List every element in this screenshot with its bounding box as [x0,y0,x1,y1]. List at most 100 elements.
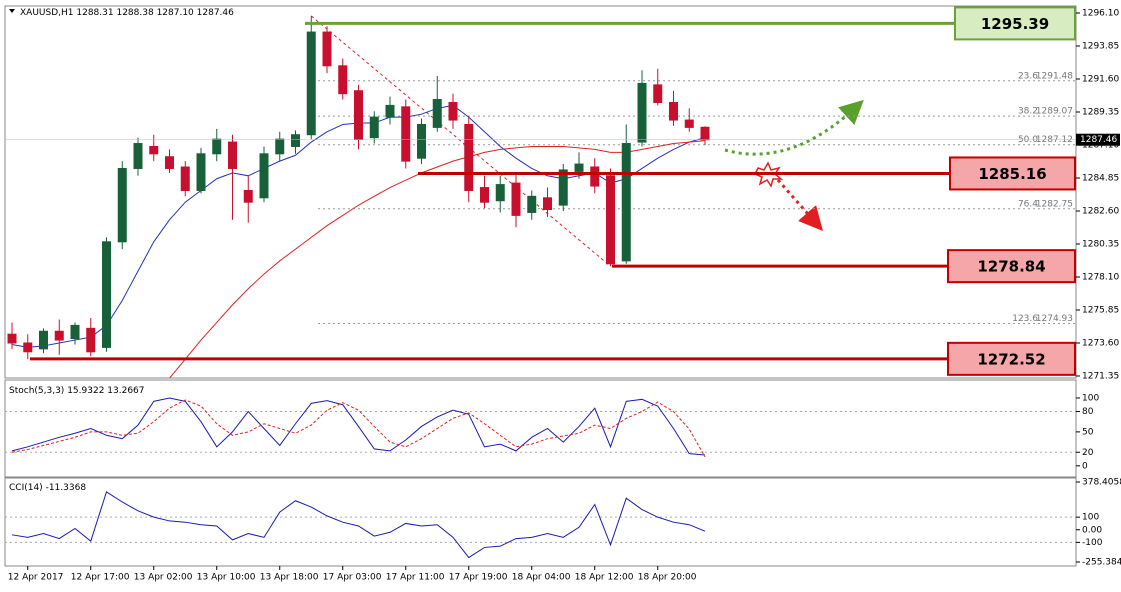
candle-body [338,65,348,95]
level-label: 1285.16 [978,165,1046,183]
y-tick-label: 1293.85 [1082,42,1119,52]
candle-body [212,138,222,155]
candle-body [291,134,300,147]
current-price-box [1076,133,1120,146]
x-tick-label: 13 Apr 10:00 [197,573,256,583]
symbol: XAUUSD,H1 [20,8,74,18]
y-tick-label: 50 [1082,427,1094,437]
candle-body [417,123,426,159]
x-tick-label: 17 Apr 19:00 [449,573,508,583]
fib-ratio: 76.4 [1018,199,1038,209]
candle-body [653,84,663,103]
candle-body [228,141,237,169]
fib-ratio: 38.2 [1018,107,1038,117]
level-box [949,156,1076,191]
bullish-arrow [724,99,864,156]
cci-value: -11.3368 [46,483,87,493]
indicator-line [11,491,706,559]
x-tick-label: 13 Apr 02:00 [134,573,193,583]
main-panel [4,5,1077,379]
menu-arrow [9,9,15,13]
y-tick-label: 378.4058 [1082,478,1121,488]
candle-body [165,156,174,169]
chart-header: XAUUSD,H1 1288.31 1288.38 1287.10 1287.4… [20,8,234,18]
stoch-header: Stoch(5,3,3) 15.9322 13.2667 [9,386,145,396]
level-label: 1278.84 [977,258,1045,276]
high-label: 1288.38 [116,8,153,18]
candle-body [637,82,647,143]
current-price-label: 1287.46 [1080,135,1117,145]
candle-body [448,101,458,121]
stoch-title: Stoch(5,3,3) [9,386,64,396]
close-label: 1287.46 [197,8,234,18]
y-tick-label: 100 [1082,393,1099,403]
x-tick-label: 18 Apr 20:00 [638,573,697,583]
moving-average [169,140,706,378]
candle-body [369,116,379,139]
y-tick-label: 1284.85 [1082,174,1119,184]
candle-body [621,143,631,262]
candle-body [39,330,48,350]
candle-body [117,167,127,243]
stoch-signal-value: 13.2667 [107,386,144,396]
y-tick-label: 20 [1082,448,1094,458]
x-tick-label: 18 Apr 04:00 [512,573,571,583]
indicator-line [11,399,706,458]
fib-price: 1291.48 [1036,71,1073,81]
x-tick-label: 18 Apr 12:00 [575,573,634,583]
candle-body [590,166,600,187]
candle-body [495,184,505,202]
y-tick-label: 1296.10 [1082,9,1119,19]
y-tick-label: 1291.60 [1082,75,1119,85]
candle-body [243,189,253,203]
y-tick-label: 1280.35 [1082,240,1119,250]
fib-price: 1289.07 [1036,107,1073,117]
candle-body [196,153,206,191]
y-tick-label: 1278.10 [1082,273,1119,283]
open-label: 1288.31 [76,8,113,18]
candle-body [275,138,285,155]
candle-body [322,31,332,67]
level-box [947,341,1076,376]
y-tick-label: 1273.60 [1082,339,1119,349]
candle-body [7,333,17,344]
candle-body [149,145,159,155]
candle-body [102,241,111,348]
y-tick-label: -255.3847 [1082,558,1121,568]
level-label: 1272.52 [977,350,1045,368]
candle-body [574,163,584,172]
candle-body [259,153,269,199]
candle-body [700,126,710,141]
candle-body [606,175,615,265]
candle-body [86,327,96,353]
fib-ratio: 123.6 [1012,314,1038,324]
candle-body [23,342,33,353]
candle-body [401,106,411,162]
candle-body [480,187,489,203]
y-tick-label: 0 [1082,461,1088,471]
candle-body [385,104,395,118]
level-box [947,249,1076,284]
candle-body [511,182,521,216]
fib-price: 1274.93 [1036,314,1073,324]
candle-body [558,169,568,206]
x-tick-label: 17 Apr 11:00 [386,573,445,583]
stoch-main-value: 15.9322 [67,386,104,396]
bearish-arrow [776,179,823,232]
candle-body [70,324,80,340]
x-tick-label: 13 Apr 18:00 [260,573,319,583]
y-tick-label: 0.00 [1082,525,1102,535]
y-tick-label: 1275.85 [1082,306,1119,316]
cci-header: CCI(14) -11.3368 [9,483,86,493]
y-tick-label: -100 [1082,538,1103,548]
candle-body [669,101,678,121]
candle-body [464,123,474,191]
level-label: 1295.39 [981,15,1049,33]
y-tick-label: 80 [1082,407,1094,417]
x-tick-label: 12 Apr 2017 [8,573,64,583]
swing-line [310,15,611,267]
fib-ratio: 23.6 [1018,71,1038,81]
fib-ratio: 50.0 [1018,135,1038,145]
